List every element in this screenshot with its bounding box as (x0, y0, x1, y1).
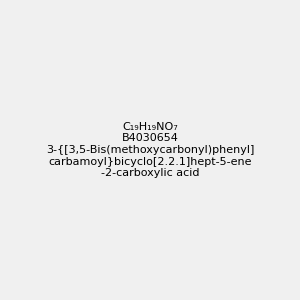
Text: C₁₉H₁₉NO₇
B4030654
3-{[3,5-Bis(methoxycarbonyl)phenyl]
carbamoyl}bicyclo[2.2.1]h: C₁₉H₁₉NO₇ B4030654 3-{[3,5-Bis(methoxyca… (46, 122, 254, 178)
